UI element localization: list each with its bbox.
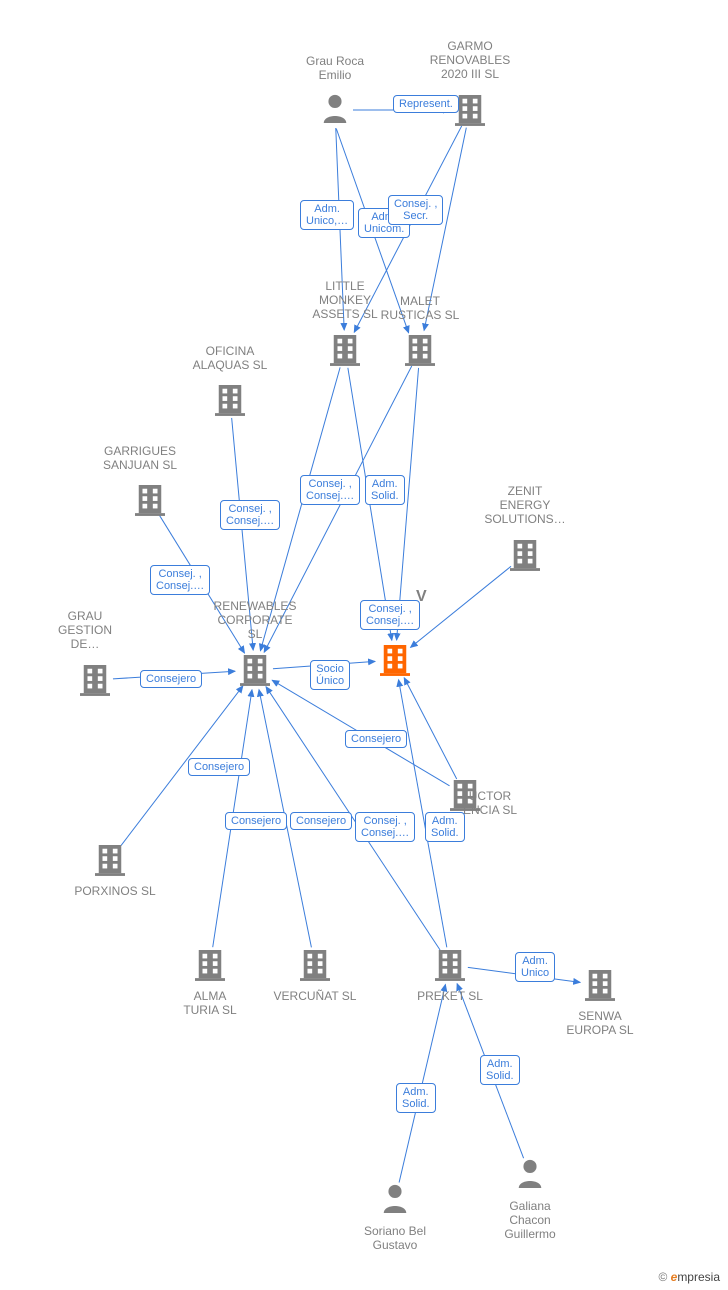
building-icon bbox=[135, 483, 165, 517]
edge-label: Consejero bbox=[290, 812, 352, 830]
building-icon bbox=[510, 538, 540, 572]
edge-line bbox=[424, 128, 466, 331]
edge-label: Consejero bbox=[140, 670, 202, 688]
edge-label: Consej. , Consej.… bbox=[220, 500, 280, 530]
edge-label: Adm. Unico,… bbox=[300, 200, 354, 230]
stray-text: V bbox=[416, 588, 427, 606]
edge-label: Consej. , Consej.… bbox=[360, 600, 420, 630]
building-icon bbox=[330, 333, 360, 367]
person-icon bbox=[320, 93, 350, 123]
building-icon bbox=[95, 843, 125, 877]
node-label: ALMA TURIA SL bbox=[155, 990, 265, 1018]
node-label: OFICINA ALAQUAS SL bbox=[175, 345, 285, 373]
building-icon bbox=[380, 643, 410, 677]
node-label: MALET RUSTICAS SL bbox=[365, 295, 475, 323]
edge-label: Consej. , Secr. bbox=[388, 195, 443, 225]
node-label: VERCUÑAT SL bbox=[260, 990, 370, 1004]
edge-label: Socio Único bbox=[310, 660, 350, 690]
node-label: GARMO RENOVABLES 2020 III SL bbox=[415, 40, 525, 81]
building-icon bbox=[215, 383, 245, 417]
edge-line bbox=[404, 678, 457, 779]
edge-label: Consejero bbox=[345, 730, 407, 748]
building-icon bbox=[435, 948, 465, 982]
node-label: Galiana Chacon Guillermo bbox=[475, 1200, 585, 1241]
node-label: GRAU GESTION DE… bbox=[30, 610, 140, 651]
edge-label: Consejero bbox=[188, 758, 250, 776]
edges-layer bbox=[0, 0, 728, 1290]
person-icon bbox=[515, 1158, 545, 1188]
node-label: PREKET SL bbox=[395, 990, 505, 1004]
edge-label: Adm. Solid. bbox=[396, 1083, 436, 1113]
edge-label: Consej. , Consej.… bbox=[150, 565, 210, 595]
edge-label: Adm. Solid. bbox=[425, 812, 465, 842]
node-label: GARRIGUES SANJUAN SL bbox=[85, 445, 195, 473]
building-icon bbox=[455, 93, 485, 127]
building-icon bbox=[195, 948, 225, 982]
edge-label: Adm. Solid. bbox=[480, 1055, 520, 1085]
edge-line bbox=[411, 566, 511, 647]
building-icon bbox=[585, 968, 615, 1002]
node-label: Soriano Bel Gustavo bbox=[340, 1225, 450, 1253]
building-icon bbox=[240, 653, 270, 687]
footer-copyright: © empresia bbox=[658, 1270, 720, 1284]
edge-label: Represent. bbox=[393, 95, 459, 113]
node-label: LITTLE MONKEY ASSETS SL bbox=[290, 280, 400, 321]
edge-line bbox=[232, 418, 253, 650]
edge-label: Adm. Unico bbox=[515, 952, 555, 982]
edge-label: Adm. Solid. bbox=[365, 475, 405, 505]
edge-label: Consej. , Consej.… bbox=[355, 812, 415, 842]
building-icon bbox=[450, 778, 480, 812]
person-icon bbox=[380, 1183, 410, 1213]
edge-label: Consejero bbox=[225, 812, 287, 830]
node-label: SENWA EUROPA SL bbox=[545, 1010, 655, 1038]
building-icon bbox=[300, 948, 330, 982]
node-label: Grau Roca Emilio bbox=[280, 55, 390, 83]
edge-label: Consej. , Consej.… bbox=[300, 475, 360, 505]
node-label: ZENIT ENERGY SOLUTIONS… bbox=[470, 485, 580, 526]
node-label: PORXINOS SL bbox=[60, 885, 170, 899]
node-label: RENEWABLES CORPORATE SL bbox=[200, 600, 310, 641]
building-icon bbox=[405, 333, 435, 367]
building-icon bbox=[80, 663, 110, 697]
